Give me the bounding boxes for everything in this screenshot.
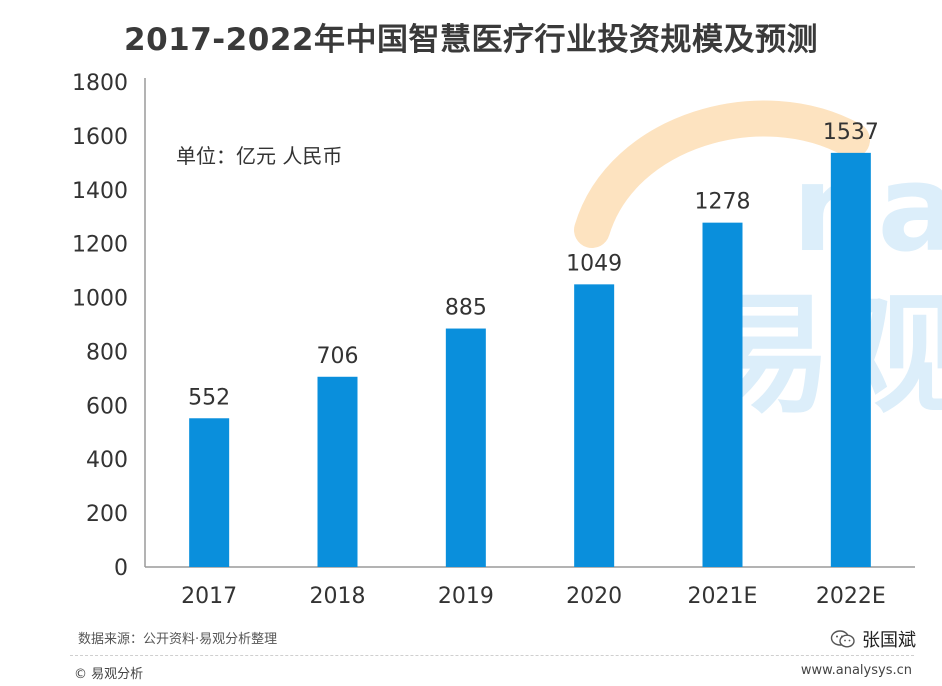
y-tick-label: 1400 — [72, 179, 128, 204]
wechat-account-name: 张国斌 — [862, 630, 916, 651]
x-tick-label: 2018 — [310, 584, 366, 609]
x-tick-label: 2019 — [438, 584, 494, 609]
data-label: 1278 — [695, 190, 751, 215]
y-tick-label: 1800 — [72, 71, 128, 96]
bar — [445, 328, 486, 567]
wechat-icon — [830, 630, 855, 648]
wechat-account: 张国斌 — [830, 626, 916, 652]
bar-chart: 0 200 400 600 800 1000 1200 1400 1600 1800 单位：亿元 人… — [72, 71, 915, 609]
bar — [702, 222, 743, 567]
bar — [574, 284, 615, 567]
unit-label: 单位：亿元 人民币 — [176, 144, 342, 168]
bar — [317, 376, 358, 567]
y-tick-label: 600 — [86, 394, 128, 419]
y-tick-label: 200 — [86, 502, 128, 527]
data-label: 1049 — [566, 251, 622, 276]
y-tick-label: 1600 — [72, 125, 128, 150]
data-label: 706 — [317, 344, 359, 369]
x-tick-label: 2017 — [181, 584, 237, 609]
bar — [189, 418, 230, 567]
data-label: 1537 — [823, 120, 879, 145]
y-tick-label: 1000 — [72, 287, 128, 312]
x-tick-label: 2020 — [566, 584, 622, 609]
x-tick-label: 2022E — [816, 584, 886, 609]
copyright: © 易观分析 — [74, 667, 144, 682]
footer-divider — [70, 655, 914, 656]
data-source: 数据来源：公开资料·易观分析整理 — [78, 632, 278, 647]
y-tick-label: 800 — [86, 340, 128, 365]
data-label: 885 — [445, 296, 487, 321]
data-label: 552 — [188, 385, 230, 410]
y-tick-label: 400 — [86, 448, 128, 473]
chart-title: 2017-2022年中国智慧医疗行业投资规模及预测 — [124, 22, 818, 58]
website-url[interactable]: www.analysys.cn — [800, 663, 912, 678]
bar — [830, 152, 871, 567]
y-tick-label: 0 — [114, 556, 128, 581]
x-tick-label: 2021E — [688, 584, 758, 609]
y-tick-label: 1200 — [72, 233, 128, 258]
